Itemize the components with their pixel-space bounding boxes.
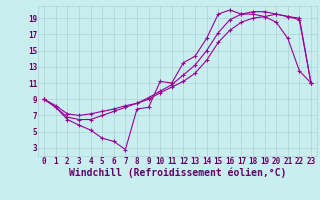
X-axis label: Windchill (Refroidissement éolien,°C): Windchill (Refroidissement éolien,°C)	[69, 168, 286, 178]
